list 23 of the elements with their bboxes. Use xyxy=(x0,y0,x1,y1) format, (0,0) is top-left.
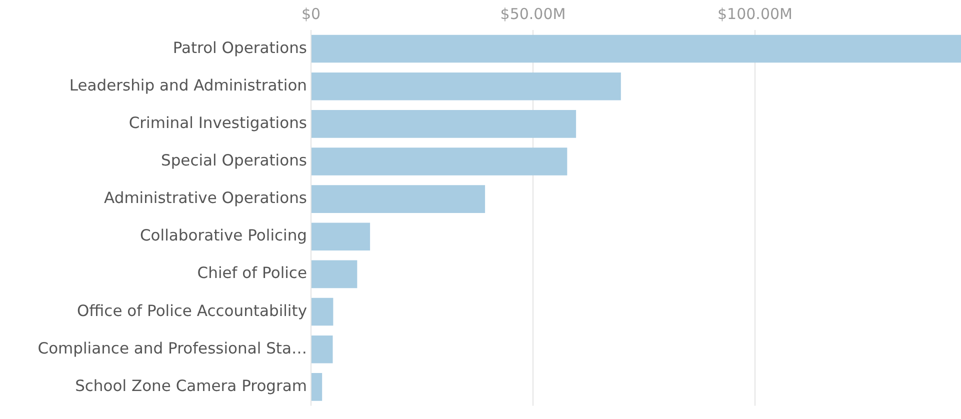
bar xyxy=(312,260,358,288)
x-tick-label: $0 xyxy=(301,4,321,23)
bar xyxy=(312,34,961,63)
y-tick-label: Criminal Investigations xyxy=(128,114,307,132)
bar xyxy=(312,222,370,251)
y-tick-label: Office of Police Accountability xyxy=(76,302,307,320)
y-tick-label: Collaborative Policing xyxy=(140,226,307,245)
bar xyxy=(312,373,322,401)
y-tick-label: Leadership and Administration xyxy=(69,76,307,94)
bar xyxy=(312,185,486,213)
bar xyxy=(312,335,333,364)
bar xyxy=(312,72,621,100)
y-tick-label: Chief of Police xyxy=(197,264,307,282)
y-tick-label: School Zone Camera Program xyxy=(75,376,307,395)
x-tick-label: $50.00M xyxy=(500,4,566,23)
bar xyxy=(312,148,568,176)
y-tick-label: Administrative Operations xyxy=(104,189,307,208)
y-tick-label: Special Operations xyxy=(161,152,307,170)
bar xyxy=(312,298,334,326)
x-tick-label: $100.00M xyxy=(717,4,792,23)
y-tick-label: Compliance and Professional Sta… xyxy=(38,339,307,358)
bar xyxy=(312,110,576,138)
y-tick-label: Patrol Operations xyxy=(172,38,307,57)
